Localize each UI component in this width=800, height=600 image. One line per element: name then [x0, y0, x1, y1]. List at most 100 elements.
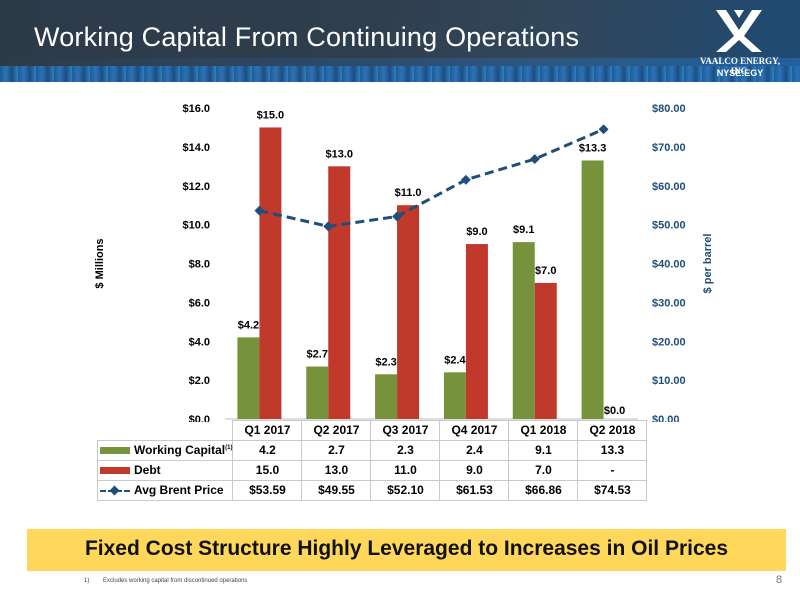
y2-tick-label: $70.00	[652, 142, 686, 154]
header-ocean-strip	[0, 66, 800, 82]
brent-price-point	[323, 221, 334, 232]
table-cell: 2.4	[439, 439, 510, 461]
table-cell: $66.86	[508, 479, 579, 501]
table-cell: 13.0	[301, 459, 372, 481]
y2-tick-label: $60.00	[652, 181, 686, 193]
table-cell: 11.0	[370, 459, 441, 481]
brent-price-point	[598, 124, 609, 135]
x-tick-label: Q1 2018	[508, 420, 579, 441]
footnote-text: Excludes working capital from discontinu…	[103, 578, 248, 584]
table-category-row: Q1 2017 Q2 2017 Q3 2017 Q4 2017 Q1 2018 Q2 20…	[97, 420, 648, 441]
table-cell: $52.10	[370, 479, 441, 501]
legend-entry: Working Capital(1)	[96, 439, 234, 461]
y-axis-title: $ Millions	[94, 238, 106, 288]
y-tick-label: $14.0	[182, 142, 210, 154]
page-number: 8	[776, 574, 783, 586]
y-tick-label: $2.0	[189, 375, 210, 387]
working-capital-bar	[512, 242, 535, 419]
y-tick-label: $12.0	[182, 181, 210, 193]
table-cell: 9.1	[508, 439, 579, 461]
y-tick-label: $10.0	[182, 220, 210, 232]
table-cell: 7.0	[508, 459, 579, 481]
working-capital-bar	[443, 372, 466, 419]
brent-price-point	[254, 205, 265, 216]
table-cell: 2.3	[370, 439, 441, 461]
vaalco-v-logo-icon	[716, 10, 762, 52]
header-ocean-band	[0, 58, 800, 66]
working-capital-bar	[375, 374, 398, 419]
debt-bar	[465, 244, 488, 419]
brent-price-point	[529, 154, 540, 165]
legend-swatch	[100, 467, 130, 475]
working-capital-data-label: $9.1	[513, 224, 534, 236]
y2-tick-label: $40.00	[652, 259, 686, 271]
debt-bar	[328, 166, 351, 419]
chart-data-table: Q1 2017 Q2 2017 Q3 2017 Q4 2017 Q1 2018 Q2 20…	[96, 420, 648, 501]
table-cell: -	[577, 459, 648, 481]
page-title: Working Capital From Continuing Operatio…	[34, 22, 580, 52]
debt-bar	[397, 205, 420, 419]
table-corner-cell	[97, 420, 234, 441]
x-tick-label: Q2 2017	[301, 420, 372, 441]
brent-price-point	[460, 174, 471, 185]
debt-bar	[259, 127, 282, 419]
debt-data-label: $7.0	[535, 265, 556, 277]
debt-bar	[534, 282, 557, 419]
working-capital-data-label: $2.4	[444, 354, 466, 366]
table-cell: $53.59	[232, 479, 303, 501]
debt-data-label: $9.0	[466, 226, 487, 238]
y2-tick-label: $30.00	[652, 297, 686, 309]
debt-data-label: $15.0	[257, 109, 285, 121]
table-cell: 2.7	[301, 439, 372, 461]
x-tick-label: Q1 2017	[232, 420, 303, 441]
key-message-banner: Fixed Cost Structure Highly Leveraged to…	[27, 529, 786, 571]
chart-plot-area: $0.0 $2.0 $4.0 $6.0 $8.0 $10.0 $12.0 $14.0 $16.0…	[94, 103, 714, 422]
logo-company-name: VAALCO ENERGY, INC.	[699, 56, 781, 76]
table-cell: $61.53	[439, 479, 510, 501]
x-tick-label: Q3 2017	[370, 420, 441, 441]
logo-ticker: NYSE:EGY	[716, 68, 764, 78]
working-capital-chart: $0.0 $2.0 $4.0 $6.0 $8.0 $10.0 $12.0 $14.0 $16.0…	[94, 103, 714, 422]
footnote: 1) Excludes working capital from discont…	[84, 578, 247, 584]
x-tick-label: Q4 2017	[439, 420, 510, 441]
table-cell: 4.2	[232, 439, 303, 461]
legend-swatch	[100, 447, 130, 455]
y2-tick-label: $20.00	[652, 336, 686, 348]
y-tick-label: $4.0	[189, 336, 210, 348]
legend-label: Working Capital	[134, 443, 226, 457]
slide-header: Working Capital From Continuing Operatio…	[0, 0, 800, 82]
table-row: Working Capital(1) 4.2 2.7 2.3 2.4 9.1 13.3	[96, 439, 648, 461]
brent-price-line	[259, 127, 605, 228]
y-tick-label: $6.0	[189, 297, 210, 309]
working-capital-bar	[306, 366, 329, 419]
table-cell: $49.55	[301, 479, 372, 501]
table-cell: $74.53	[577, 479, 648, 501]
x-tick-label: Q2 2018	[577, 420, 648, 441]
y-tick-label: $16.0	[182, 103, 210, 115]
y2-tick-label: $50.00	[652, 220, 686, 232]
footnote-marker: 1)	[84, 578, 90, 584]
table-cell: 15.0	[232, 459, 303, 481]
working-capital-data-label: $4.2	[238, 319, 259, 331]
y-tick-label: $8.0	[189, 259, 210, 271]
legend-footnote-ref: (1)	[225, 445, 233, 451]
debt-data-label: $0.0	[604, 405, 625, 417]
working-capital-data-label: $2.3	[375, 356, 396, 368]
y-tick-label: $0.0	[189, 414, 210, 422]
banner-text: Fixed Cost Structure Highly Leveraged to…	[84, 537, 729, 560]
table-row: Debt 15.0 13.0 11.0 9.0 7.0-	[96, 459, 648, 481]
y2-tick-label: $80.00	[652, 103, 686, 115]
legend-line-swatch	[100, 485, 130, 496]
debt-data-label: $13.0	[325, 148, 353, 160]
debt-data-label: $11.0	[395, 187, 422, 199]
company-logo: VAALCO ENERGY, INC. NYSE:EGY	[690, 8, 790, 80]
working-capital-bar	[581, 160, 604, 419]
working-capital-data-label: $13.3	[579, 142, 607, 154]
table-cell: 13.3	[577, 439, 648, 461]
legend-label: Debt	[134, 463, 161, 477]
legend-entry: Avg Brent Price	[96, 479, 234, 501]
legend-entry: Debt	[96, 459, 234, 481]
working-capital-data-label: $2.7	[307, 349, 328, 361]
y2-tick-label: $10.00	[652, 375, 686, 387]
y2-axis-title: $ per barrel	[702, 234, 714, 294]
